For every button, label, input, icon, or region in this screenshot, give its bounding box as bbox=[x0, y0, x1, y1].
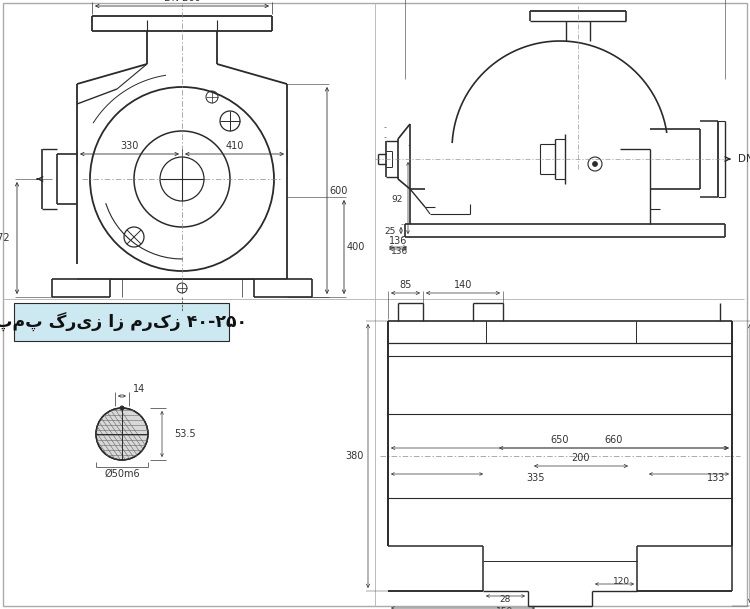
Text: 136: 136 bbox=[392, 247, 409, 256]
Text: 53.5: 53.5 bbox=[174, 429, 196, 439]
Text: DN 260: DN 260 bbox=[164, 0, 200, 3]
Text: 25: 25 bbox=[385, 227, 396, 236]
Text: 380: 380 bbox=[345, 451, 363, 461]
FancyBboxPatch shape bbox=[14, 303, 229, 341]
Text: 85: 85 bbox=[399, 280, 412, 290]
Text: 28: 28 bbox=[500, 594, 511, 604]
Text: 400: 400 bbox=[346, 242, 365, 252]
Text: 650: 650 bbox=[550, 435, 568, 445]
Text: 140: 140 bbox=[454, 280, 472, 290]
Text: 330: 330 bbox=[120, 141, 139, 151]
Text: پمپ گریز از مرکز ۴۰-۲۵۰: پمپ گریز از مرکز ۴۰-۲۵۰ bbox=[0, 312, 248, 331]
Text: 150: 150 bbox=[496, 607, 514, 609]
Text: 335: 335 bbox=[526, 473, 545, 483]
Text: 410: 410 bbox=[225, 141, 244, 151]
Text: 14: 14 bbox=[133, 384, 146, 394]
Text: 660: 660 bbox=[604, 435, 623, 445]
Circle shape bbox=[96, 408, 148, 460]
Text: DN 300: DN 300 bbox=[738, 154, 750, 164]
Text: 136: 136 bbox=[388, 236, 407, 246]
Text: 372: 372 bbox=[0, 233, 10, 243]
Text: 133: 133 bbox=[706, 473, 725, 483]
Text: 120: 120 bbox=[614, 577, 631, 585]
Text: 600: 600 bbox=[330, 186, 348, 195]
Circle shape bbox=[119, 406, 124, 410]
Circle shape bbox=[592, 161, 598, 166]
Text: 200: 200 bbox=[572, 453, 590, 463]
Text: 92: 92 bbox=[392, 194, 403, 203]
Text: Ø50m6: Ø50m6 bbox=[104, 469, 140, 479]
